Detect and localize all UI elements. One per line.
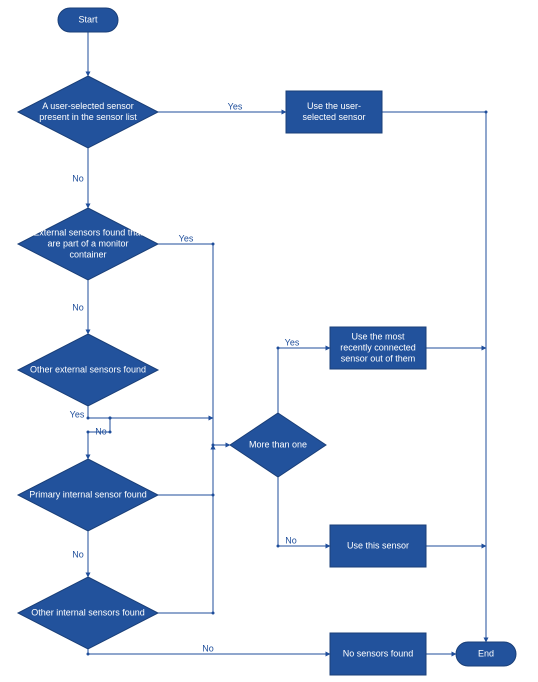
node-pNone: No sensors found — [330, 633, 426, 675]
node-pMost-label: Use the most — [351, 331, 405, 341]
node-d5: Other internal sensors found — [18, 577, 158, 649]
node-start: Start — [58, 8, 118, 32]
edge-e_d3_d4-label: No — [95, 426, 107, 436]
edge-e_d4_d5-label: No — [72, 549, 84, 559]
edge-e_d3_dM-waypoint — [87, 417, 90, 420]
node-d1: A user-selected sensorpresent in the sen… — [18, 76, 158, 148]
node-d2: External sensors found thatare part of a… — [18, 208, 158, 280]
edge-e_d5_none-label: No — [202, 643, 214, 653]
flowchart-canvas: Start A user-selected sensorpresent in th… — [0, 0, 538, 682]
nodes-layer: Start A user-selected sensorpresent in th… — [18, 8, 516, 675]
edge-e_d3_d4 — [88, 418, 110, 459]
node-pThis: Use this sensor — [330, 525, 426, 567]
edge-e_d2_dM-waypoint — [212, 243, 215, 246]
edge-e_d2_dM — [158, 244, 230, 445]
node-d4: Primary internal sensor found — [18, 459, 158, 531]
edge-e_dM_this-label: No — [285, 535, 297, 545]
node-pMost-label: sensor out of them — [341, 353, 416, 363]
edge-e_d3_d4-waypoint — [109, 431, 112, 434]
node-end-label: End — [478, 648, 494, 658]
node-pThis-label: Use this sensor — [347, 540, 409, 550]
node-pNone-label: No sensors found — [343, 648, 414, 658]
edge-e_dM_this-waypoint — [277, 545, 280, 548]
node-d1-label: A user-selected sensor — [42, 101, 134, 111]
edge-e_d4_dM — [158, 445, 213, 495]
edge-e_d3_d4-waypoint — [87, 431, 90, 434]
node-p1: Use the user-selected sensor — [286, 91, 382, 133]
edge-e_d3_dM — [88, 406, 213, 418]
node-dM: More than one — [230, 413, 326, 477]
node-p1-label: selected sensor — [302, 112, 365, 122]
node-d2-label: External sensors found that — [33, 227, 143, 237]
node-dM-label: More than one — [249, 439, 307, 449]
node-p1-label: Use the user- — [307, 101, 361, 111]
edge-e_d1_d2-label: No — [72, 173, 84, 183]
edge-e_d2_dM-label: Yes — [179, 233, 194, 243]
node-d5-label: Other internal sensors found — [31, 607, 145, 617]
edge-e_d1_p1-label: Yes — [228, 101, 243, 111]
node-pMost-label: recently connected — [340, 342, 416, 352]
edge-e_dM_most-label: Yes — [285, 337, 300, 347]
edge-e_d5_none-waypoint — [87, 653, 90, 656]
node-start-label: Start — [78, 14, 98, 24]
node-end: End — [456, 642, 516, 666]
edge-e_d3_d4-waypoint — [109, 417, 112, 420]
node-d2-label: are part of a monitor — [47, 238, 128, 248]
edge-e_d5_dM — [158, 445, 213, 613]
node-d3-label: Other external sensors found — [30, 364, 146, 374]
edge-e_dM_most — [278, 348, 330, 413]
node-d3: Other external sensors found — [18, 334, 158, 406]
node-pMost: Use the mostrecently connectedsensor out… — [330, 327, 426, 369]
edge-e_d3_dM-label: Yes — [70, 409, 85, 419]
node-d1-label: present in the sensor list — [39, 112, 137, 122]
edge-e_p1_end-waypoint — [485, 111, 488, 114]
node-d2-label: container — [69, 249, 106, 259]
edge-e_d5_dM-waypoint — [212, 612, 215, 615]
edge-e_d2_d3-label: No — [72, 302, 84, 312]
edge-e_dM_most-waypoint — [277, 347, 280, 350]
node-d4-label: Primary internal sensor found — [29, 489, 147, 499]
